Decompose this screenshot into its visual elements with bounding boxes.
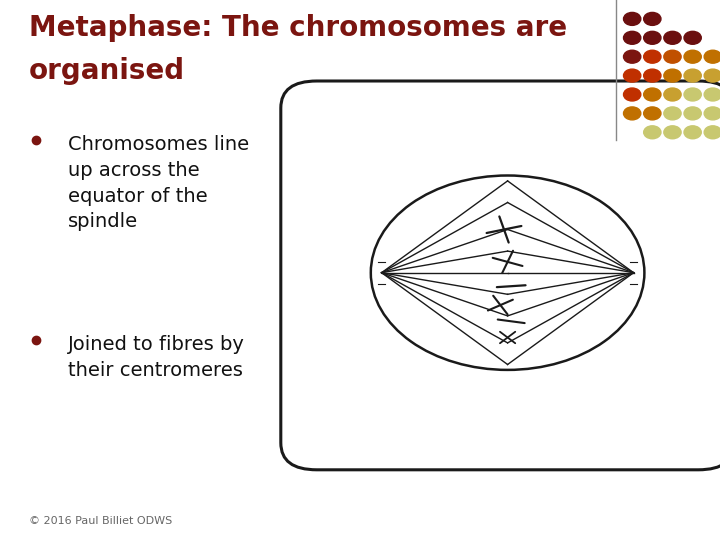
Circle shape xyxy=(684,31,701,44)
Circle shape xyxy=(624,12,641,25)
Circle shape xyxy=(624,50,641,63)
Circle shape xyxy=(664,50,681,63)
Circle shape xyxy=(644,107,661,120)
Circle shape xyxy=(664,107,681,120)
Text: Chromosomes line
up across the
equator of the
spindle: Chromosomes line up across the equator o… xyxy=(68,135,250,231)
Circle shape xyxy=(664,31,681,44)
Circle shape xyxy=(704,126,720,139)
Circle shape xyxy=(664,69,681,82)
Circle shape xyxy=(684,69,701,82)
Circle shape xyxy=(644,126,661,139)
Circle shape xyxy=(704,88,720,101)
Text: organised: organised xyxy=(29,57,185,85)
Circle shape xyxy=(704,107,720,120)
Circle shape xyxy=(644,31,661,44)
Circle shape xyxy=(644,12,661,25)
Circle shape xyxy=(684,107,701,120)
Circle shape xyxy=(684,50,701,63)
Text: Joined to fibres by
their centromeres: Joined to fibres by their centromeres xyxy=(68,335,246,380)
Circle shape xyxy=(704,69,720,82)
Circle shape xyxy=(624,69,641,82)
Circle shape xyxy=(644,69,661,82)
Circle shape xyxy=(624,31,641,44)
Circle shape xyxy=(704,50,720,63)
Circle shape xyxy=(644,50,661,63)
Circle shape xyxy=(624,107,641,120)
Circle shape xyxy=(684,126,701,139)
Text: Metaphase: The chromosomes are: Metaphase: The chromosomes are xyxy=(29,14,567,42)
FancyBboxPatch shape xyxy=(281,81,720,470)
Circle shape xyxy=(664,88,681,101)
Circle shape xyxy=(644,88,661,101)
Circle shape xyxy=(664,126,681,139)
Circle shape xyxy=(684,88,701,101)
Text: © 2016 Paul Billiet ODWS: © 2016 Paul Billiet ODWS xyxy=(29,516,172,526)
Circle shape xyxy=(624,88,641,101)
